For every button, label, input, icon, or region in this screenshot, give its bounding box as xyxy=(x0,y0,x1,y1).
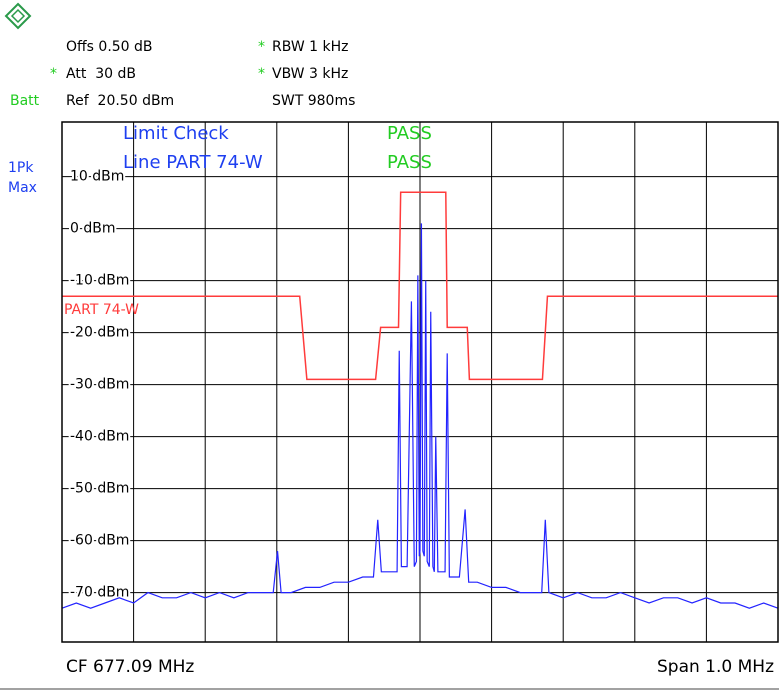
attenuation: Att 30 dB xyxy=(66,66,136,82)
y-tick-label: 0 dBm xyxy=(70,221,116,237)
y-tick-label: -10 dBm xyxy=(70,273,129,289)
trace xyxy=(61,223,779,609)
reference-level: Ref 20.50 dBm xyxy=(66,93,174,109)
trace-detector: Max xyxy=(8,180,37,196)
limit-line-result: PASS xyxy=(387,152,432,173)
limit-line-title: Line PART 74-W xyxy=(123,152,263,173)
asterisk: * xyxy=(258,39,265,55)
offset: Offs 0.50 dB xyxy=(66,39,153,55)
limit-check-result: PASS xyxy=(387,123,432,144)
y-tick-label: -40 dBm xyxy=(70,429,129,445)
center-frequency: CF 677.09 MHz xyxy=(66,657,194,677)
limit-line xyxy=(62,191,778,381)
asterisk: * xyxy=(258,66,265,82)
y-tick-label: 10 dBm xyxy=(70,169,124,185)
limit-check-title: Limit Check xyxy=(123,123,229,144)
trace-mode: 1Pk xyxy=(8,160,34,176)
battery: Batt xyxy=(10,93,40,109)
plot-area: 10 dBm 0 dBm -10 dBm -20 dBm -30 dBm -40 dBm -… xyxy=(61,122,779,642)
y-tick-label: -30 dBm xyxy=(70,377,129,393)
span: Span 1.0 MHz xyxy=(657,657,774,677)
vbw: VBW 3 kHz xyxy=(272,66,348,82)
limit-line-label: PART 74-W xyxy=(64,302,139,318)
rbw: RBW 1 kHz xyxy=(272,39,348,55)
logo xyxy=(4,2,32,30)
sweep-time: SWT 980ms xyxy=(272,93,355,109)
plot-frame xyxy=(61,121,779,643)
y-tick-label: -70 dBm xyxy=(70,585,129,601)
y-tick-label: -50 dBm xyxy=(70,481,129,497)
y-tick-label: -60 dBm xyxy=(70,533,129,549)
y-tick-label: -20 dBm xyxy=(70,325,129,341)
asterisk: * xyxy=(50,66,57,82)
